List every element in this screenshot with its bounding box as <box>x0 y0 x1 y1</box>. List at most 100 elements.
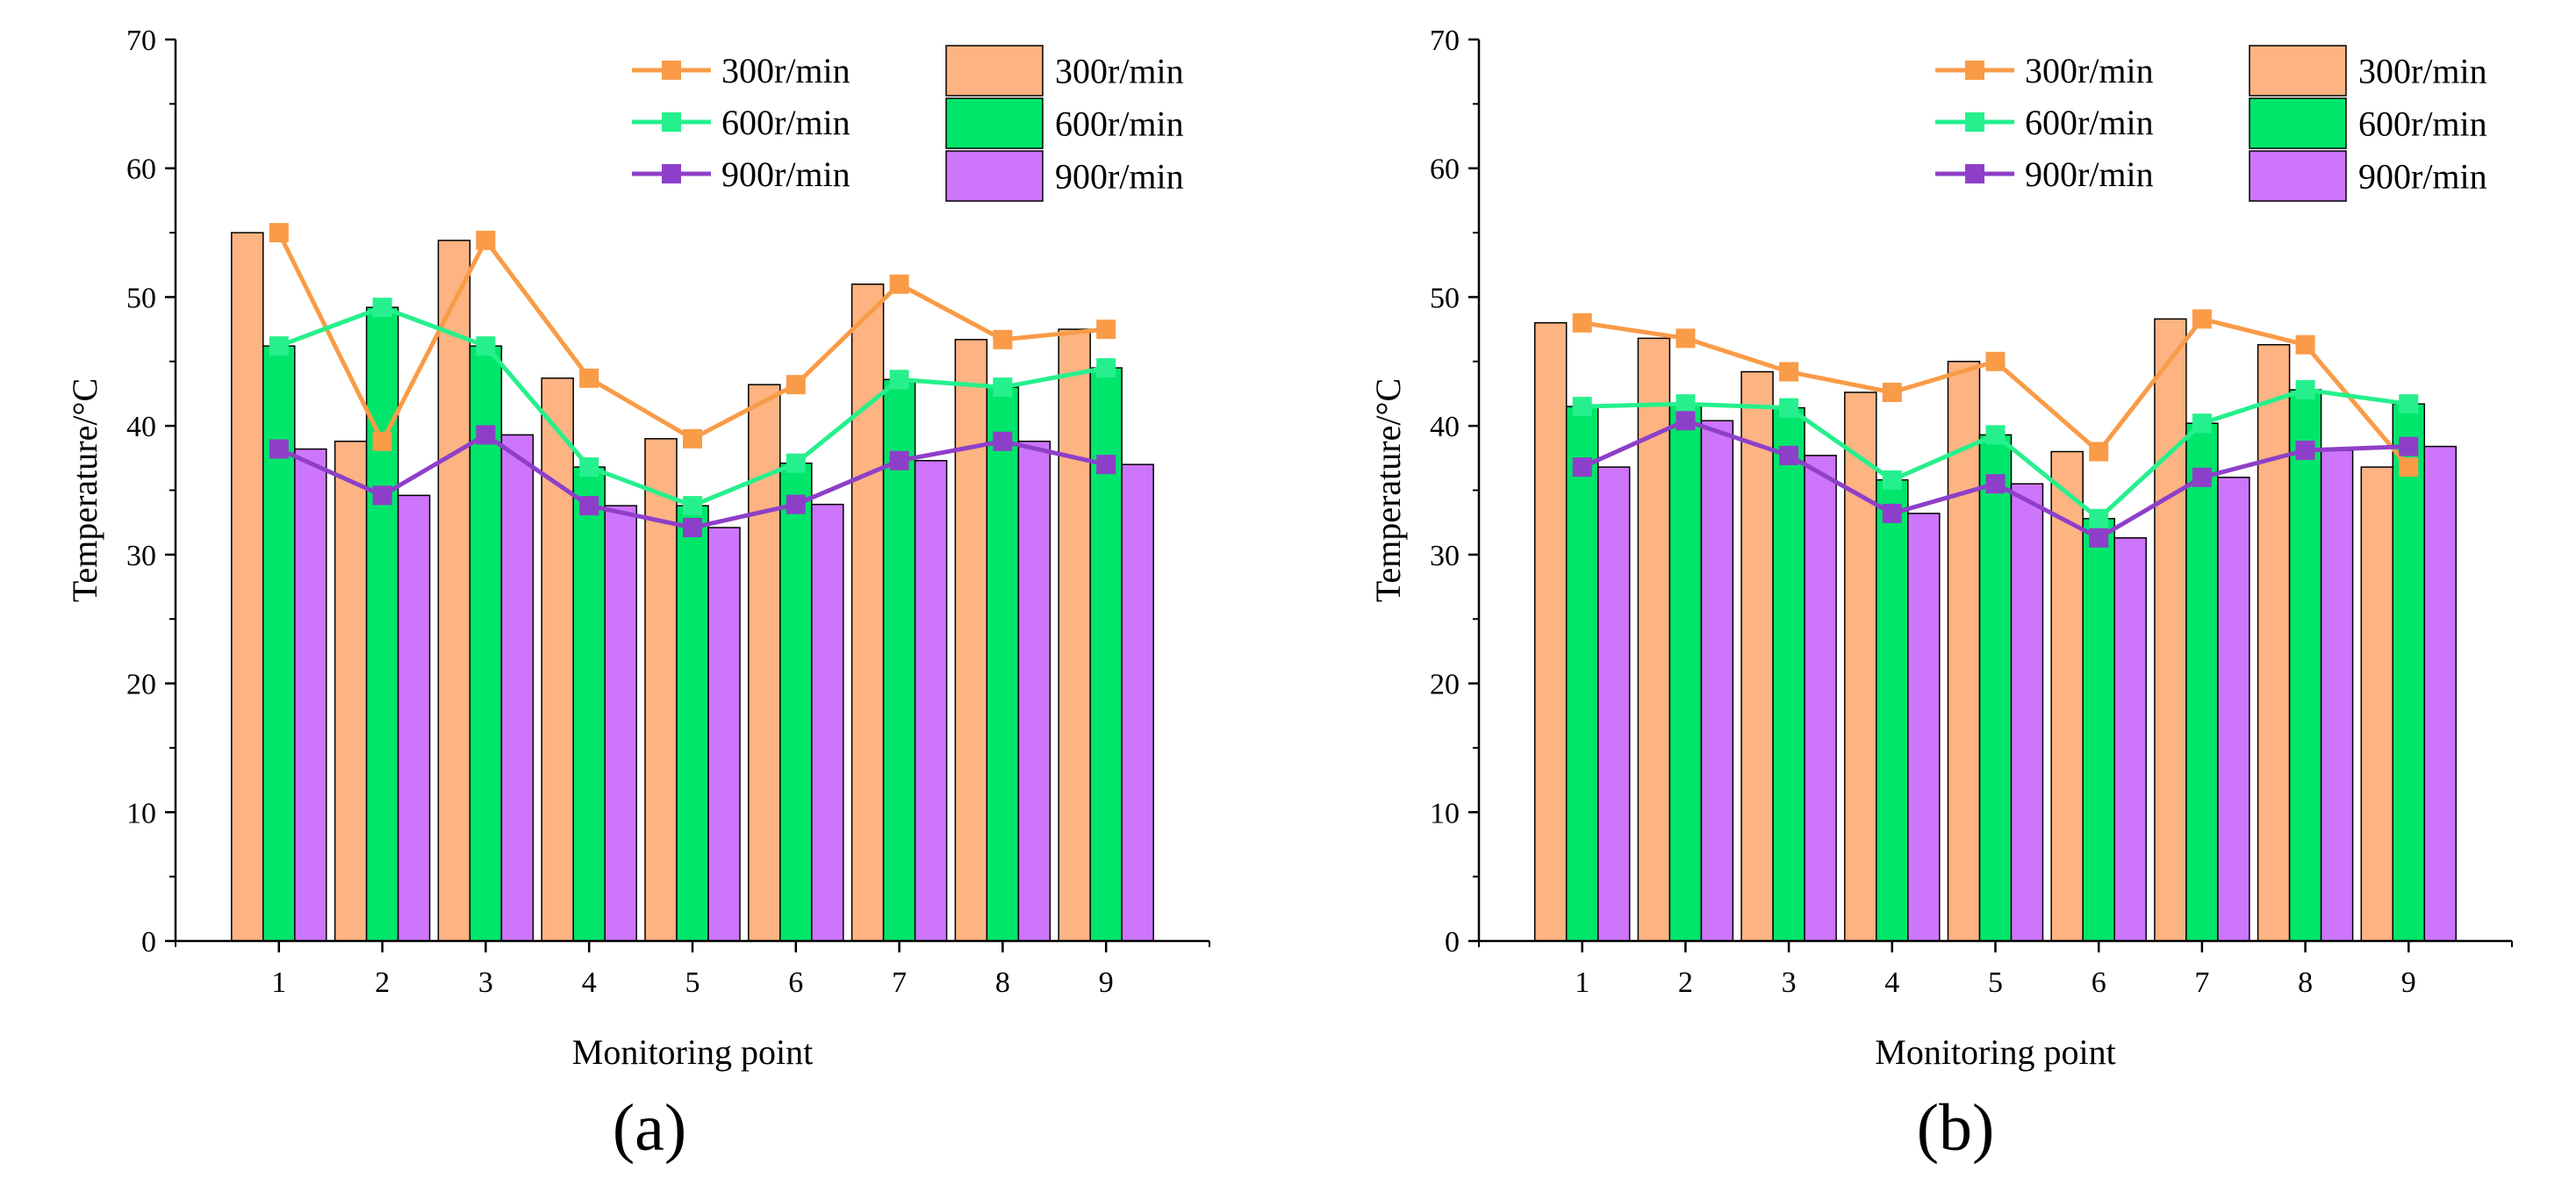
chart-panel-a: 0 10 20 30 40 50 60 70 1 2 3 4 5 6 7 8 9 Monitoring point… <box>65 25 1210 1165</box>
bar-900r-min-point-5 <box>2010 483 2044 942</box>
bar-900r-min-point-4 <box>1907 513 1941 942</box>
bar-300r-min-point-9 <box>2360 466 2394 942</box>
bar-900r-min-point-6 <box>811 503 844 942</box>
bar-300r-min-point-6 <box>748 384 781 942</box>
x-axis-title: Monitoring point <box>1875 1032 2115 1072</box>
marker-300r-min-point-9 <box>2399 457 2419 478</box>
bar-600r-min-point-6 <box>779 462 813 942</box>
bar-300r-min-point-7 <box>850 284 885 942</box>
bar-300r-min-point-4 <box>1844 391 1877 942</box>
marker-300r-min-point-5 <box>683 428 702 449</box>
legend-bar-swatch-900r-min <box>945 150 1044 202</box>
legend-line-label-600r-min: 600r/min <box>2025 103 2154 142</box>
marker-300r-min-point-6 <box>786 375 806 395</box>
marker-300r-min-point-2 <box>372 431 392 451</box>
marker-600r-min-point-5 <box>683 496 702 516</box>
bar-300r-min-point-5 <box>644 438 678 942</box>
bar-600r-min-point-1 <box>262 345 296 942</box>
x-tick-label-6: 6 <box>788 966 803 999</box>
legend-bar-swatch-300r-min <box>2249 45 2347 97</box>
marker-600r-min-point-2 <box>372 298 392 318</box>
marker-600r-min-point-4 <box>579 457 599 478</box>
y-tick-label-30: 30 <box>126 540 156 572</box>
panel-label: (a) <box>613 1091 686 1165</box>
x-tick-label-5: 5 <box>1988 966 2003 999</box>
x-tick-label-9: 9 <box>2401 966 2416 999</box>
legend-line-label-300r-min: 300r/min <box>721 51 850 90</box>
y-tick-label-70: 70 <box>1430 25 1460 57</box>
bar-300r-min-point-6 <box>2050 450 2084 942</box>
legend-line-marker-300r-min <box>1965 61 1984 80</box>
x-tick-label-8: 8 <box>995 966 1010 999</box>
bar-900r-min-point-4 <box>604 505 637 942</box>
y-tick-label-50: 50 <box>126 282 156 314</box>
marker-900r-min-point-1 <box>269 439 289 459</box>
bar-600r-min-point-7 <box>2185 422 2219 942</box>
marker-600r-min-point-3 <box>1779 398 1799 418</box>
bar-600r-min-point-3 <box>1772 406 1805 942</box>
marker-600r-min-point-4 <box>1882 470 1902 490</box>
legend-bar-label-300r-min: 300r/min <box>1055 52 1184 91</box>
marker-300r-min-point-2 <box>1675 328 1696 348</box>
bar-300r-min-point-3 <box>1740 370 1774 942</box>
x-tick-label-6: 6 <box>2092 966 2106 999</box>
marker-600r-min-point-2 <box>1675 394 1696 414</box>
bar-600r-min-point-5 <box>676 505 709 942</box>
bar-900r-min-point-1 <box>1597 466 1631 942</box>
bar-600r-min-point-5 <box>1978 434 2013 942</box>
bar-600r-min-point-3 <box>469 345 503 942</box>
x-tick-label-7: 7 <box>892 966 907 999</box>
legend-line-marker-600r-min <box>662 112 681 132</box>
x-axis-title: Monitoring point <box>572 1032 813 1072</box>
bar-300r-min-point-2 <box>334 440 368 942</box>
bar-300r-min-point-4 <box>541 377 574 942</box>
x-tick-label-2: 2 <box>1678 966 1693 999</box>
bar-900r-min-point-7 <box>2217 477 2250 942</box>
marker-600r-min-point-7 <box>2192 413 2212 434</box>
y-tick-label-40: 40 <box>126 411 156 443</box>
bar-600r-min-point-4 <box>1876 479 1909 942</box>
y-tick-label-0: 0 <box>1445 926 1460 959</box>
bar-900r-min-point-8 <box>1017 440 1051 942</box>
bar-900r-min-point-8 <box>2320 449 2354 942</box>
x-tick-label-7: 7 <box>2194 966 2209 999</box>
legend-line-label-600r-min: 600r/min <box>721 103 850 142</box>
bar-600r-min-point-2 <box>1668 403 1703 942</box>
marker-600r-min-point-1 <box>1572 397 1592 417</box>
y-tick-label-10: 10 <box>1430 797 1460 830</box>
legend-bar-swatch-300r-min <box>945 45 1044 97</box>
marker-300r-min-point-8 <box>2295 334 2315 355</box>
legend-line-label-900r-min: 900r/min <box>721 154 850 194</box>
bar-600r-min-point-8 <box>986 386 1020 942</box>
bar-900r-min-point-2 <box>397 494 431 942</box>
legend-bar-label-600r-min: 600r/min <box>2358 104 2487 144</box>
y-tick-label-10: 10 <box>126 797 156 830</box>
marker-600r-min-point-9 <box>1096 358 1116 378</box>
marker-600r-min-point-8 <box>2295 380 2315 400</box>
marker-900r-min-point-1 <box>1572 457 1592 478</box>
chart-panel-b: 0 10 20 30 40 50 60 70 1 2 3 4 5 6 7 8 9 Monitoring point… <box>1368 25 2513 1165</box>
marker-900r-min-point-9 <box>1096 455 1116 475</box>
bar-900r-min-point-6 <box>2113 537 2147 942</box>
bar-600r-min-point-7 <box>882 378 916 942</box>
y-tick-label-70: 70 <box>126 25 156 57</box>
marker-900r-min-point-6 <box>2089 528 2109 548</box>
y-tick-label-60: 60 <box>1430 154 1460 186</box>
y-tick-label-50: 50 <box>1430 282 1460 314</box>
legend-line-marker-600r-min <box>1965 112 1984 132</box>
y-tick-label-40: 40 <box>1430 411 1460 443</box>
y-axis-title: Temperature/°C <box>1368 378 1408 602</box>
legend-bar-label-900r-min: 900r/min <box>2358 157 2487 197</box>
y-tick-label-60: 60 <box>126 154 156 186</box>
legend-line-marker-900r-min <box>1965 164 1984 183</box>
marker-600r-min-point-3 <box>476 336 496 356</box>
marker-900r-min-point-8 <box>2295 441 2315 461</box>
bar-300r-min-point-7 <box>2154 318 2187 942</box>
x-tick-label-1: 1 <box>1575 966 1589 999</box>
marker-300r-min-point-6 <box>2089 442 2109 462</box>
marker-900r-min-point-5 <box>683 518 702 538</box>
x-tick-label-2: 2 <box>375 966 390 999</box>
marker-300r-min-point-3 <box>476 230 496 250</box>
marker-900r-min-point-5 <box>1985 474 2006 494</box>
